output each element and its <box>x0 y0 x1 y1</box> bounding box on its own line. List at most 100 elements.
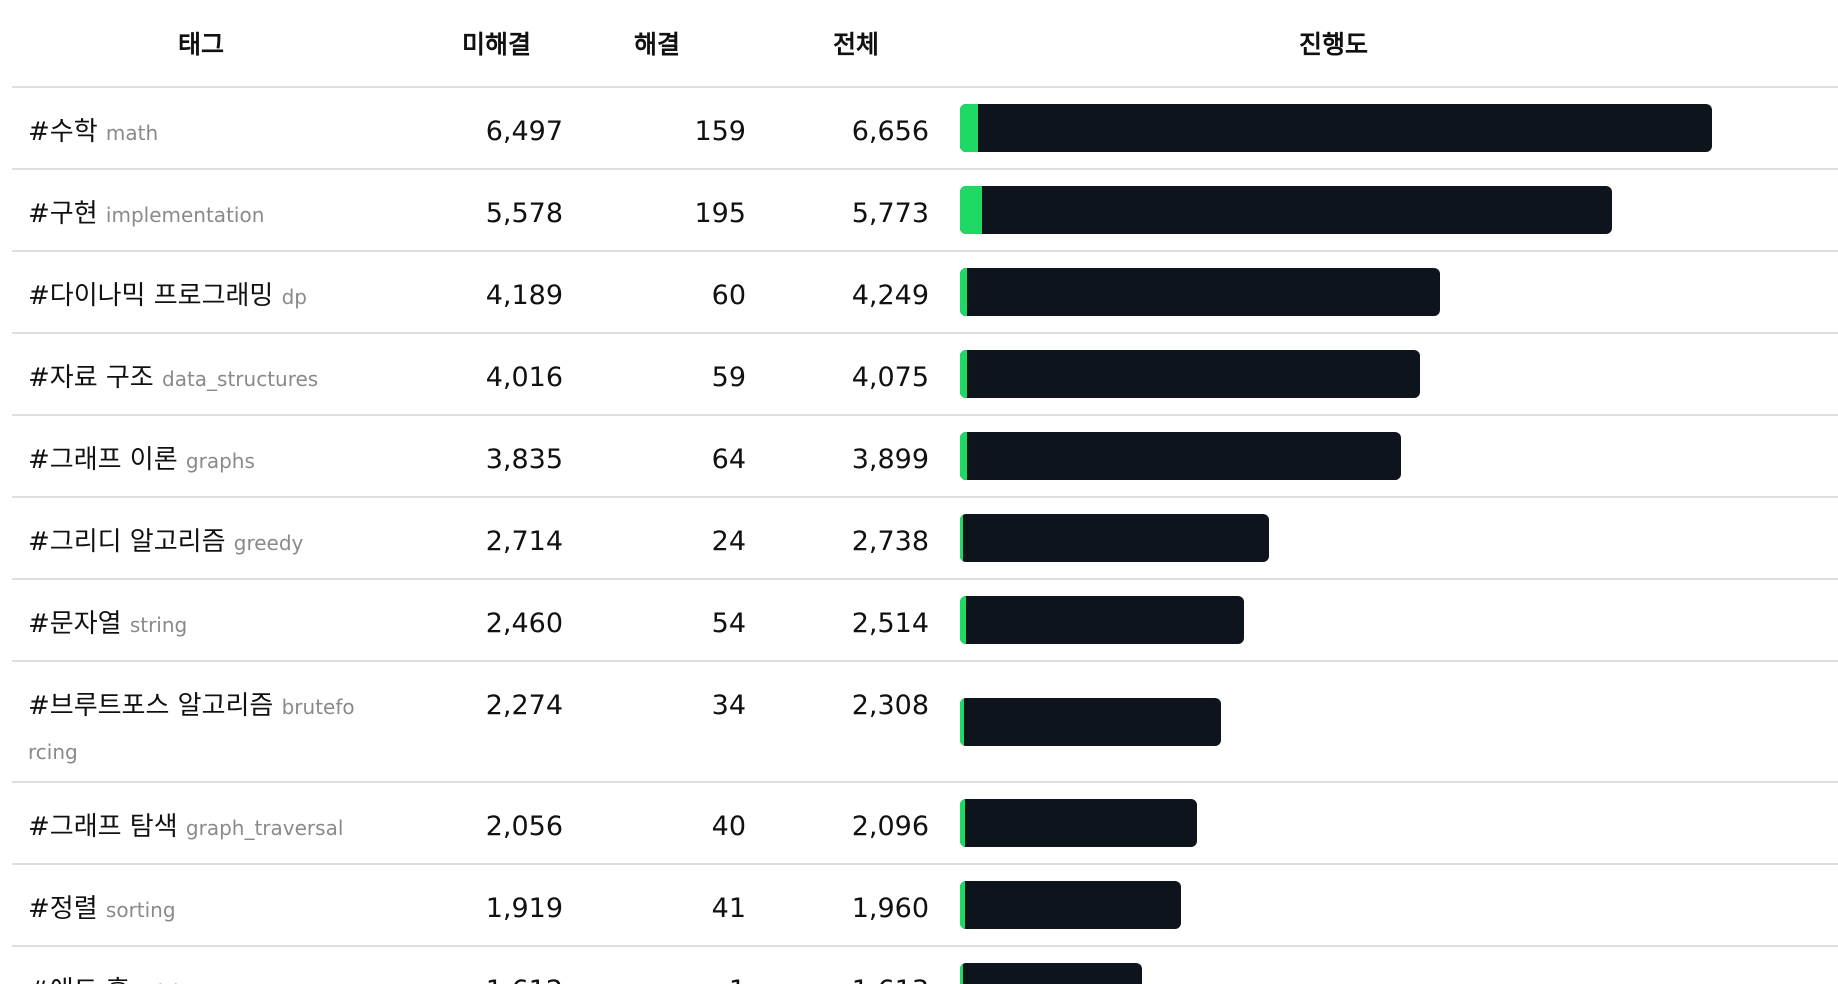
total-count: 2,096 <box>746 782 929 865</box>
table-body: #수학 math 6,497 159 6,656 #구현 implementat… <box>12 87 1838 984</box>
unsolved-count: 1,919 <box>390 864 563 947</box>
tag-name-korean[interactable]: #정렬 <box>28 894 98 924</box>
unsolved-count: 6,497 <box>390 87 563 170</box>
table-row[interactable]: #그래프 이론 graphs 3,835 64 3,899 <box>12 415 1838 498</box>
tag-cell[interactable]: #다이나믹 프로그래밍 dp <box>12 251 390 334</box>
unsolved-count: 4,016 <box>390 333 563 416</box>
progress-bar <box>960 963 1142 984</box>
table-row[interactable]: #애드 혹 ad_hoc 1,612 1 1,613 <box>12 946 1838 984</box>
progress-bar-fill <box>960 268 967 316</box>
tag-name-english: math <box>105 121 159 145</box>
tag-name-english: implementation <box>105 203 265 227</box>
tag-name-korean[interactable]: #그래프 탐색 <box>28 812 178 842</box>
tag-stats-table: 태그 미해결 해결 전체 진행도 #수학 math 6,497 159 6,65… <box>12 0 1838 984</box>
progress-bar-fill <box>960 186 982 234</box>
tag-name-korean[interactable]: #브루트포스 알고리즘 <box>28 691 274 721</box>
column-header-unsolved[interactable]: 미해결 <box>390 0 563 88</box>
progress-cell <box>929 864 1838 947</box>
solved-count: 1 <box>563 946 746 984</box>
tag-cell[interactable]: #수학 math <box>12 87 390 170</box>
tag-cell[interactable]: #애드 혹 ad_hoc <box>12 946 390 984</box>
tag-name-korean[interactable]: #자료 구조 <box>28 363 154 393</box>
progress-cell <box>929 169 1838 252</box>
tag-cell[interactable]: #문자열 string <box>12 579 390 662</box>
tag-cell[interactable]: #정렬 sorting <box>12 864 390 947</box>
tag-name-korean[interactable]: #그래프 이론 <box>28 445 178 475</box>
unsolved-count: 3,835 <box>390 415 563 498</box>
tag-name-korean[interactable]: #수학 <box>28 117 98 147</box>
tag-cell[interactable]: #그리디 알고리즘 greedy <box>12 497 390 580</box>
column-header-solved[interactable]: 해결 <box>563 0 746 88</box>
progress-bar <box>960 268 1440 316</box>
solved-count: 59 <box>563 333 746 416</box>
solved-count: 195 <box>563 169 746 252</box>
column-header-tag[interactable]: 태그 <box>12 0 390 88</box>
progress-cell <box>929 579 1838 662</box>
solved-count: 24 <box>563 497 746 580</box>
progress-cell <box>929 251 1838 334</box>
solved-count: 60 <box>563 251 746 334</box>
total-count: 1,960 <box>746 864 929 947</box>
table-row[interactable]: #다이나믹 프로그래밍 dp 4,189 60 4,249 <box>12 251 1838 334</box>
solved-count: 40 <box>563 782 746 865</box>
tag-cell[interactable]: #구현 implementation <box>12 169 390 252</box>
table-row[interactable]: #수학 math 6,497 159 6,656 <box>12 87 1838 170</box>
tag-cell[interactable]: #그래프 탐색 graph_traversal <box>12 782 390 865</box>
progress-cell <box>929 333 1838 416</box>
tag-name-english: bruteforcing <box>28 695 355 764</box>
tag-cell[interactable]: #그래프 이론 graphs <box>12 415 390 498</box>
progress-bar <box>960 698 1221 746</box>
table-row[interactable]: #그래프 탐색 graph_traversal 2,056 40 2,096 <box>12 782 1838 865</box>
tag-name-korean[interactable]: #다이나믹 프로그래밍 <box>28 281 274 311</box>
tag-name-english: sorting <box>105 898 176 922</box>
progress-bar <box>960 881 1181 929</box>
progress-cell <box>929 87 1838 170</box>
unsolved-count: 4,189 <box>390 251 563 334</box>
table-row[interactable]: #정렬 sorting 1,919 41 1,960 <box>12 864 1838 947</box>
progress-bar <box>960 514 1269 562</box>
solved-count: 41 <box>563 864 746 947</box>
progress-cell <box>929 415 1838 498</box>
progress-cell <box>929 497 1838 580</box>
tag-name-english: greedy <box>233 531 304 555</box>
progress-cell <box>929 782 1838 865</box>
solved-count: 159 <box>563 87 746 170</box>
unsolved-count: 2,056 <box>390 782 563 865</box>
tag-name-korean[interactable]: #그리디 알고리즘 <box>28 527 226 557</box>
progress-bar <box>960 350 1420 398</box>
tag-name-korean[interactable]: #문자열 <box>28 609 122 639</box>
progress-cell <box>929 946 1838 984</box>
tag-name-english: graph_traversal <box>185 816 344 840</box>
tag-name-english: graphs <box>185 449 255 473</box>
tag-name-korean[interactable]: #애드 혹 <box>28 976 130 984</box>
table-row[interactable]: #그리디 알고리즘 greedy 2,714 24 2,738 <box>12 497 1838 580</box>
total-count: 5,773 <box>746 169 929 252</box>
table-row[interactable]: #브루트포스 알고리즘 bruteforcing 2,274 34 2,308 <box>12 661 1838 783</box>
total-count: 2,514 <box>746 579 929 662</box>
tag-name-english: ad_hoc <box>138 980 209 984</box>
table-row[interactable]: #자료 구조 data_structures 4,016 59 4,075 <box>12 333 1838 416</box>
solved-count: 54 <box>563 579 746 662</box>
table-row[interactable]: #구현 implementation 5,578 195 5,773 <box>12 169 1838 252</box>
tag-name-english: string <box>129 613 188 637</box>
total-count: 4,075 <box>746 333 929 416</box>
total-count: 3,899 <box>746 415 929 498</box>
unsolved-count: 2,460 <box>390 579 563 662</box>
column-header-total[interactable]: 전체 <box>746 0 929 88</box>
tag-name-korean[interactable]: #구현 <box>28 199 98 229</box>
progress-bar <box>960 799 1197 847</box>
total-count: 1,613 <box>746 946 929 984</box>
progress-bar <box>960 596 1244 644</box>
solved-count: 64 <box>563 415 746 498</box>
progress-bar-fill <box>960 350 967 398</box>
column-header-progress[interactable]: 진행도 <box>929 0 1838 88</box>
progress-bar-fill <box>960 514 963 562</box>
progress-bar-fill <box>960 596 966 644</box>
progress-bar-fill <box>960 698 964 746</box>
unsolved-count: 2,714 <box>390 497 563 580</box>
progress-bar <box>960 186 1612 234</box>
tag-cell[interactable]: #자료 구조 data_structures <box>12 333 390 416</box>
table-row[interactable]: #문자열 string 2,460 54 2,514 <box>12 579 1838 662</box>
tag-cell[interactable]: #브루트포스 알고리즘 bruteforcing <box>12 661 390 783</box>
